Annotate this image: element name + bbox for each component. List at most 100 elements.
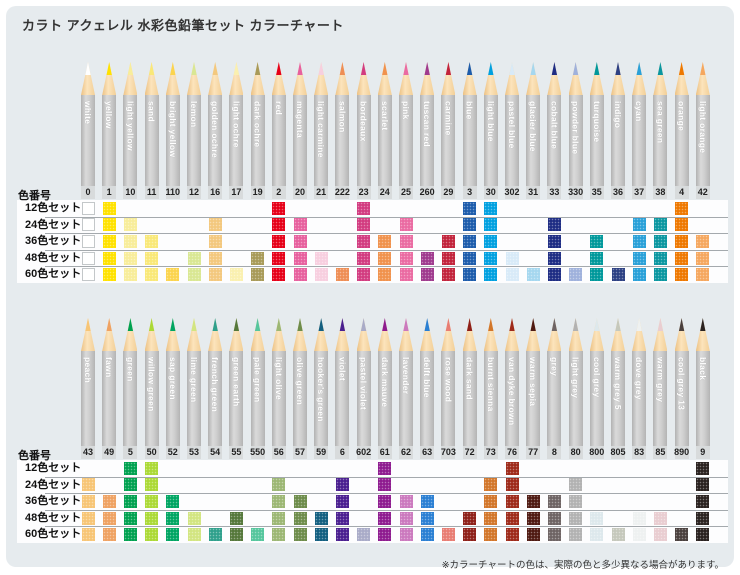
color-swatch-76 (505, 495, 519, 508)
pencil-lead-tip (297, 318, 303, 331)
pencil-name: indigo (613, 101, 623, 129)
pencil-name: light orange (697, 101, 708, 154)
color-number-strip (653, 446, 668, 459)
color-swatch-56 (272, 478, 286, 492)
pencil-light-grey: light grey 80 (568, 318, 583, 459)
pencil-lead-tip (318, 318, 324, 331)
color-swatch-5 (123, 461, 137, 475)
pencil-lead-tip (615, 318, 621, 331)
color-number-row-label: 色番号 (18, 190, 51, 202)
pencil-lemon: lemon 12 (187, 62, 201, 199)
color-swatch-9 (696, 461, 710, 475)
pencil-french-green: french green 54 (208, 318, 223, 459)
pencil-lead-tip (106, 62, 112, 75)
color-number-strip (568, 446, 583, 459)
pencil-name: carmine (443, 101, 454, 136)
row-separator (45, 493, 728, 495)
color-swatch-23 (357, 218, 371, 232)
color-swatch-50 (145, 528, 159, 542)
pencil-lead-tip (127, 318, 134, 331)
pencil-orange: orange 4 (674, 62, 689, 199)
color-swatch-61 (378, 511, 392, 525)
pencil-lead-tip (615, 62, 621, 75)
color-swatch-37 (632, 235, 646, 248)
color-swatch-1 (102, 268, 116, 282)
color-number: 23 (358, 187, 369, 197)
pencil-name: green earth (231, 357, 242, 407)
pencil-body: scarlet (377, 95, 392, 186)
pencil-warm-grey-5: warm grey 5 805 (610, 318, 626, 459)
pencil-indigo: indigo 36 (611, 62, 625, 199)
color-swatch-63 (420, 511, 434, 525)
color-swatch-29 (441, 268, 455, 282)
color-swatch-25 (399, 218, 413, 232)
color-number-strip (483, 186, 498, 199)
pencil-body: magenta (293, 95, 307, 186)
pencil-lead-tip (678, 62, 685, 75)
pencil-white: white 0 (81, 62, 95, 199)
pencil-body: bright yellow (165, 95, 180, 186)
color-number: 63 (422, 447, 433, 457)
pencil-lead-tip (212, 318, 218, 331)
pencil-turquoise: turquoise 35 (589, 62, 604, 199)
pencil-body: violet (335, 351, 350, 446)
color-swatch-9 (696, 478, 710, 492)
color-swatch-23 (357, 251, 371, 265)
color-swatch-25 (399, 251, 413, 265)
color-swatch-10 (123, 251, 137, 265)
color-number: 77 (528, 447, 539, 457)
pencil-lead-tip (297, 62, 303, 75)
pencil-body: green (123, 351, 138, 446)
color-swatch-21 (314, 268, 328, 282)
color-number-strip (611, 446, 625, 459)
pencil-warm-sepia: warm sepia 77 (526, 318, 541, 459)
pencil-delft-blue: delft blue 63 (420, 318, 435, 459)
pencil-warm-grey: warm grey 85 (653, 318, 668, 459)
color-number: 5 (127, 447, 133, 457)
row-separator (45, 476, 728, 478)
pencil-body: sap green (165, 351, 180, 446)
pencil-lead-tip (170, 62, 176, 75)
pencil-body: burnt sienna (483, 351, 498, 446)
color-number-strip (568, 186, 583, 199)
pencil-name: pastel blue (507, 101, 517, 149)
color-swatch-20 (293, 268, 307, 282)
color-swatch-61 (378, 461, 392, 475)
pencil-name: grey (549, 357, 560, 377)
pencil-lead-tip (212, 62, 218, 75)
color-swatch-80 (569, 478, 583, 492)
pencil-body: orange (674, 95, 689, 186)
color-number-strip (314, 186, 329, 199)
page-title: カラト アクェレル 水彩色鉛筆セット カラーチャート (22, 18, 344, 33)
pencil-cyan: cyan 37 (632, 62, 647, 199)
color-swatch-5 (123, 495, 137, 508)
set-row-label: 48色セット (25, 251, 82, 264)
color-swatch-11 (145, 268, 159, 282)
row-separator (45, 216, 728, 218)
color-number: 3 (467, 187, 473, 197)
color-swatch-6 (335, 495, 349, 508)
color-swatch-800 (590, 511, 604, 525)
color-number: 61 (379, 447, 390, 457)
color-swatch-42 (696, 268, 710, 282)
color-number: 12 (188, 187, 199, 197)
pencil-carmine: carmine 29 (441, 62, 456, 199)
pencil-name: light grey (570, 357, 581, 399)
color-swatch-37 (632, 251, 646, 265)
pencil-name: cool grey (591, 357, 602, 398)
pencil-light-olive: light olive 56 (271, 318, 286, 459)
color-swatch-1 (102, 201, 116, 215)
pencil-body: peach (81, 351, 95, 446)
color-number-strip (293, 446, 307, 459)
pencil-lead-tip (254, 62, 261, 75)
color-swatch-38 (653, 268, 667, 282)
color-swatch-59 (314, 528, 328, 542)
color-swatch-52 (166, 528, 180, 542)
pencil-body: lime green (187, 351, 201, 446)
pencil-body: yellow (102, 95, 117, 186)
pencil-name: burnt sienna (485, 357, 496, 412)
color-number-strip (695, 186, 710, 199)
color-swatch-4 (675, 251, 689, 265)
pencil-name: fawn (104, 357, 115, 378)
color-swatch-50 (145, 461, 159, 475)
